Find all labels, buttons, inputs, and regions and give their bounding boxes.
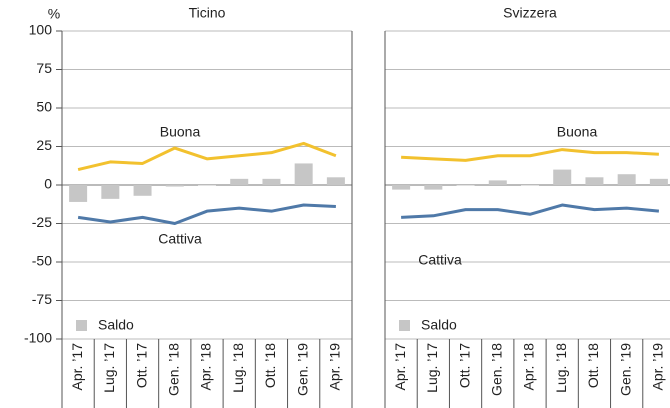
- bar: [230, 178, 249, 185]
- x-tick-label: Gen. ’19: [617, 343, 633, 396]
- y-tick-label: 50: [36, 99, 52, 115]
- x-tick-label: Lug. ’17: [424, 343, 440, 393]
- y-axis-label: %: [48, 6, 60, 22]
- y-tick-label: 100: [29, 22, 53, 38]
- y-tick-label: 25: [36, 137, 52, 153]
- x-tick-label: Lug. ’17: [101, 343, 117, 393]
- legend-swatch: [399, 320, 410, 331]
- y-tick-label: -75: [32, 291, 52, 307]
- y-tick-label: -50: [32, 253, 52, 269]
- legend-label: Saldo: [421, 317, 457, 333]
- chart-title: Ticino: [189, 5, 226, 21]
- chart-title: Svizzera: [503, 5, 557, 21]
- x-tick-label: Apr. ’18: [521, 343, 537, 391]
- bar: [617, 174, 636, 185]
- line: [401, 148, 659, 162]
- y-tick-label: -25: [32, 214, 52, 230]
- bar: [198, 185, 216, 186]
- line: [77, 203, 336, 225]
- bar: [294, 163, 313, 185]
- bar: [553, 169, 572, 185]
- series-label: Buona: [160, 124, 201, 140]
- x-tick-label: Ott. ’18: [262, 343, 278, 388]
- legend-swatch: [76, 320, 87, 331]
- bar: [585, 177, 604, 185]
- series-label: Cattiva: [418, 252, 462, 268]
- bar: [165, 185, 184, 187]
- x-tick-label: Ott. ’17: [456, 343, 472, 388]
- y-tick-label: 0: [44, 176, 52, 192]
- bar: [521, 185, 539, 186]
- x-tick-label: Gen. ’19: [294, 343, 310, 396]
- y-tick-label: 75: [36, 60, 52, 76]
- bar: [262, 178, 281, 185]
- bar: [424, 185, 443, 190]
- line: [77, 141, 337, 172]
- x-tick-label: Apr. ’18: [198, 343, 214, 391]
- bar: [133, 185, 152, 196]
- bar: [488, 180, 507, 185]
- x-tick-label: Ott. ’17: [133, 343, 149, 388]
- x-tick-label: Lug. ’18: [230, 343, 246, 393]
- x-tick-label: Lug. ’18: [553, 343, 569, 393]
- x-tick-label: Apr. ’17: [69, 343, 85, 391]
- bar: [326, 177, 345, 185]
- x-tick-label: Ott. ’18: [585, 343, 601, 388]
- bar: [392, 185, 411, 190]
- x-tick-label: Gen. ’18: [488, 343, 504, 396]
- x-tick-label: Gen. ’18: [165, 343, 181, 396]
- x-tick-label: Apr. ’19: [327, 343, 343, 391]
- y-tick-label: -100: [24, 330, 52, 346]
- bar: [456, 185, 475, 186]
- x-tick-label: Apr. ’19: [650, 343, 666, 391]
- series-label: Buona: [557, 124, 598, 140]
- bar: [649, 178, 668, 185]
- x-tick-label: Apr. ’17: [392, 343, 408, 391]
- bar: [101, 185, 120, 199]
- bar: [69, 185, 88, 202]
- line: [401, 203, 660, 219]
- legend-label: Saldo: [98, 317, 134, 333]
- series-label: Cattiva: [158, 231, 202, 247]
